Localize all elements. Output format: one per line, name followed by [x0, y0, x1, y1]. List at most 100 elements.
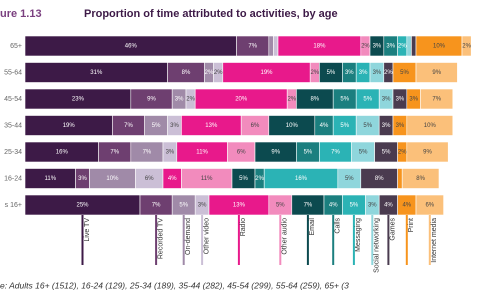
data-label: 5% [152, 123, 161, 129]
bar-segment [268, 35, 274, 57]
data-label: 3% [166, 150, 175, 156]
data-label: 5% [345, 176, 354, 182]
data-label: 9% [147, 97, 156, 103]
data-label: 7% [248, 44, 257, 50]
category-label: 65+ [10, 43, 22, 50]
data-label: 10% [433, 44, 446, 50]
category-label: 35-44 [4, 122, 22, 129]
data-label: 2% [398, 44, 407, 50]
data-label: 9% [271, 150, 280, 156]
category-label: s 16+ [5, 202, 22, 209]
data-label: 4% [402, 203, 411, 209]
legend-label: Print [408, 218, 415, 232]
data-label: 2% [214, 70, 223, 76]
data-label: 18% [313, 44, 326, 50]
source-note: e: Adults 16+ (1512), 16-24 (129), 25-34… [0, 280, 349, 290]
data-label: 5% [382, 150, 391, 156]
data-label: 5% [340, 123, 349, 129]
legend-label: On-demand [185, 218, 192, 255]
data-label: 5% [304, 150, 313, 156]
data-label: 19% [260, 70, 273, 76]
data-label: 3% [373, 70, 382, 76]
data-label: 3% [396, 123, 405, 129]
category-label: 55-64 [4, 69, 22, 76]
data-label: 10% [424, 123, 437, 129]
data-label: 7% [331, 150, 340, 156]
data-label: 6% [251, 123, 260, 129]
legend-label: Other video [203, 218, 210, 254]
data-label: 2% [310, 70, 319, 76]
data-label: 4% [320, 123, 329, 129]
bar-segment [273, 35, 279, 57]
data-label: 6% [237, 150, 246, 156]
bar-segment [406, 141, 449, 163]
data-label: 2% [361, 44, 370, 50]
legend-label: Calls [335, 218, 342, 234]
legend-label: Other audio [282, 218, 289, 255]
data-label: 3% [175, 97, 184, 103]
data-label: 13% [205, 123, 218, 129]
data-label: 8% [182, 70, 191, 76]
bar-segment [401, 168, 440, 189]
data-label: 3% [368, 203, 377, 209]
data-label: 3% [170, 123, 179, 129]
chart-title: Proportion of time attributed to activit… [84, 8, 338, 20]
bar-segment [461, 35, 472, 57]
data-label: 7% [152, 203, 161, 209]
data-label: 4% [329, 203, 338, 209]
data-label: 3% [382, 97, 391, 103]
data-label: 8% [375, 176, 384, 182]
data-label: 31% [90, 70, 103, 76]
legend-label: Games [390, 218, 397, 241]
data-label: 5% [179, 203, 188, 209]
bar-segment [406, 35, 412, 57]
data-label: 23% [72, 97, 85, 103]
data-label: 8% [310, 97, 319, 103]
data-label: 7% [124, 123, 133, 129]
data-label: 8% [416, 176, 425, 182]
bar-segment [411, 35, 417, 57]
data-label: 5% [327, 70, 336, 76]
data-label: 3% [396, 97, 405, 103]
data-label: 5% [363, 97, 372, 103]
data-label: 11% [196, 150, 208, 156]
data-label: 4% [168, 176, 177, 182]
data-label: 7% [432, 97, 441, 103]
data-label: 9% [432, 70, 441, 76]
data-label: 16% [295, 176, 308, 182]
legend-label: Recorded TV [157, 218, 164, 259]
data-label: 19% [63, 123, 76, 129]
data-label: 5% [363, 123, 372, 129]
data-label: 3% [78, 176, 87, 182]
data-label: 3% [386, 44, 395, 50]
data-label: 6% [145, 176, 154, 182]
data-label: 5% [400, 70, 409, 76]
data-label: 16% [56, 150, 69, 156]
data-label: 6% [425, 203, 434, 209]
figure-label: ure 1.13 [0, 8, 42, 20]
data-label: 2% [205, 70, 214, 76]
bar-segment [397, 168, 403, 189]
data-label: 3% [409, 97, 418, 103]
data-label: 2% [384, 70, 393, 76]
data-label: 25% [76, 203, 89, 209]
bar-segment [415, 62, 458, 83]
data-label: 3% [198, 203, 207, 209]
data-label: 13% [233, 203, 246, 209]
bar-segment [420, 88, 454, 110]
category-label: 25-34 [4, 149, 22, 156]
data-label: 3% [373, 44, 382, 50]
bar-segment [406, 115, 454, 136]
legend-label: Messaging [355, 218, 362, 252]
data-label: 5% [276, 203, 285, 209]
data-label: 46% [125, 44, 138, 50]
category-label: 16-24 [4, 175, 22, 182]
data-label: 3% [382, 123, 391, 129]
data-label: 10% [286, 123, 299, 129]
data-label: 11% [201, 176, 213, 182]
legend-label: Radio [240, 218, 247, 236]
legend-label: Email [309, 218, 316, 236]
data-label: 2% [398, 150, 407, 156]
